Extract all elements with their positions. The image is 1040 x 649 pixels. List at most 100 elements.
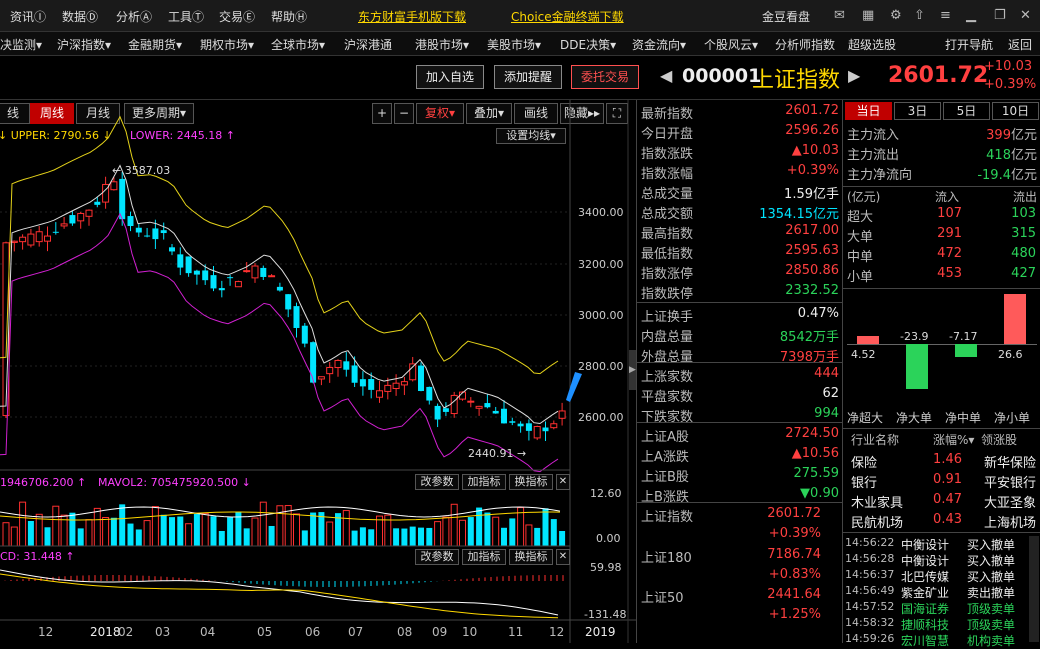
nav-back[interactable]: 返回 bbox=[1008, 38, 1033, 52]
macd-param-button[interactable]: 改参数 bbox=[415, 549, 459, 565]
industry-header[interactable]: 领涨股 bbox=[981, 433, 1018, 447]
menu-analysis[interactable]: 分析Ⓐ bbox=[116, 10, 153, 24]
collapse-side-icon[interactable]: ▶ bbox=[629, 350, 636, 390]
flow-size-label: 中单 bbox=[847, 250, 874, 265]
macd-add-indicator-button[interactable]: 加指标 bbox=[462, 549, 506, 565]
industry-name[interactable]: 民航机场 bbox=[851, 516, 904, 531]
industry-lead-stock[interactable]: 平安银行 bbox=[983, 476, 1036, 491]
vol-add-indicator-button[interactable]: 加指标 bbox=[462, 474, 506, 490]
menu-help[interactable]: 帮助Ⓗ bbox=[271, 10, 308, 24]
index-row[interactable]: +0.39% bbox=[641, 525, 839, 545]
industry-header[interactable]: 行业名称 bbox=[851, 433, 900, 447]
nav-us-market[interactable]: 美股市场▾ bbox=[487, 38, 542, 52]
nav-fin-futures[interactable]: 金融期货▾ bbox=[128, 38, 183, 52]
grid-icon[interactable]: ▦ bbox=[862, 8, 875, 23]
prev-arrow-icon[interactable]: ◀ bbox=[660, 66, 673, 85]
add-watchlist-button[interactable]: 加入自选 bbox=[416, 65, 484, 89]
quote-value: 62 bbox=[822, 386, 839, 401]
next-arrow-icon[interactable]: ▶ bbox=[848, 66, 861, 85]
industry-lead-stock[interactable]: 上海机场 bbox=[983, 516, 1036, 531]
nav-hk-connect[interactable]: 沪深港通 bbox=[344, 38, 393, 52]
vol-param-button[interactable]: 改参数 bbox=[415, 474, 459, 490]
tick-stock[interactable]: 中衡设计 bbox=[901, 554, 950, 568]
menu-news[interactable]: 资讯Ⓘ bbox=[10, 10, 47, 24]
menu-icon[interactable]: ≡ bbox=[940, 8, 951, 23]
nav-sh-sz-index[interactable]: 沪深指数▾ bbox=[57, 38, 112, 52]
flow-tab[interactable]: 3日 bbox=[894, 102, 941, 120]
ticks-scrollbar[interactable] bbox=[1029, 536, 1039, 642]
index-row[interactable]: 上证50 2441.64 bbox=[641, 586, 839, 606]
more-periods-dropdown[interactable]: 更多周期▾ bbox=[124, 103, 194, 124]
quote-row: 指数涨跌 ▲10.03 bbox=[641, 142, 839, 162]
nav-global[interactable]: 全球市场▾ bbox=[271, 38, 326, 52]
vol-switch-indicator-button[interactable]: 换指标 bbox=[509, 474, 553, 490]
quote-value: 1.59亿手 bbox=[784, 187, 839, 202]
trade-button[interactable]: 委托交易 bbox=[571, 65, 639, 89]
brand-label[interactable]: 金豆看盘 bbox=[762, 10, 811, 24]
menu-trade[interactable]: 交易Ⓔ bbox=[219, 10, 256, 24]
period-tab-day[interactable]: 线 bbox=[0, 103, 30, 124]
flow-tab[interactable]: 10日 bbox=[992, 102, 1039, 120]
nav-options[interactable]: 期权市场▾ bbox=[200, 38, 255, 52]
index-row[interactable]: 上证指数 2601.72 bbox=[641, 505, 839, 525]
hide-panel-button[interactable]: 隐藏▸▸ bbox=[560, 103, 604, 124]
period-tab-month[interactable]: 月线 bbox=[76, 103, 120, 124]
nav-monitor[interactable]: 决监测▾ bbox=[0, 38, 43, 52]
nav-stock-picker[interactable]: 超级选股 bbox=[848, 38, 897, 52]
tick-stock[interactable]: 国海证券 bbox=[901, 602, 950, 616]
zoom-in-button[interactable]: + bbox=[372, 103, 392, 124]
industry-header[interactable]: 涨幅%▾ bbox=[933, 433, 975, 447]
nav-hk-market[interactable]: 港股市场▾ bbox=[415, 38, 470, 52]
flow-value: -19.4亿元 bbox=[977, 168, 1037, 183]
tick-time: 14:56:22 bbox=[845, 536, 895, 549]
index-row[interactable]: +0.83% bbox=[641, 566, 839, 586]
tick-stock[interactable]: 捷顺科技 bbox=[901, 618, 950, 632]
index-row[interactable]: +1.25% bbox=[641, 606, 839, 626]
draw-line-button[interactable]: 画线 bbox=[514, 103, 558, 124]
upload-icon[interactable]: ⇧ bbox=[914, 8, 925, 23]
nav-stock-risk[interactable]: 个股风云▾ bbox=[704, 38, 759, 52]
industry-name[interactable]: 银行 bbox=[851, 476, 878, 491]
macd-switch-indicator-button[interactable]: 换指标 bbox=[509, 549, 553, 565]
add-alert-button[interactable]: 添加提醒 bbox=[494, 65, 562, 89]
tick-stock[interactable]: 中衡设计 bbox=[901, 538, 950, 552]
quote-row: 下跌家数 994 bbox=[641, 405, 839, 425]
quote-value: ▲10.56 bbox=[791, 446, 839, 461]
minimize-icon[interactable]: ▁ bbox=[966, 8, 976, 23]
flow-tab[interactable]: 5日 bbox=[943, 102, 990, 120]
menu-data[interactable]: 数据Ⓓ bbox=[62, 10, 99, 24]
industry-lead-stock[interactable]: 大亚圣象 bbox=[983, 496, 1036, 511]
mail-icon[interactable]: ✉ bbox=[834, 8, 845, 23]
period-tab-week[interactable]: 周线 bbox=[30, 103, 74, 124]
industry-lead-stock[interactable]: 新华保险 bbox=[983, 456, 1036, 471]
vol-close-icon[interactable]: ✕ bbox=[556, 474, 570, 490]
maximize-icon[interactable]: ❐ bbox=[994, 8, 1006, 23]
tick-stock[interactable]: 北巴传媒 bbox=[901, 570, 950, 584]
quote-value: 7398万手 bbox=[779, 350, 839, 365]
nav-open-nav[interactable]: 打开导航 bbox=[945, 38, 994, 52]
menu-tools[interactable]: 工具Ⓣ bbox=[168, 10, 205, 24]
tick-stock[interactable]: 紫金矿业 bbox=[901, 586, 950, 600]
x-tick: 07 bbox=[348, 625, 364, 639]
macd-close-icon[interactable]: ✕ bbox=[556, 549, 570, 565]
nav-dde[interactable]: DDE决策▾ bbox=[560, 38, 617, 52]
zoom-out-button[interactable]: − bbox=[394, 103, 414, 124]
tick-stock[interactable]: 宏川智慧 bbox=[901, 634, 950, 648]
vol-label-1: 1946706.200 ↑ bbox=[0, 476, 87, 489]
settings-icon[interactable]: ⚙ bbox=[890, 8, 902, 23]
adjust-dropdown[interactable]: 复权▾ bbox=[416, 103, 464, 124]
quote-label: 上B涨跌 bbox=[641, 490, 689, 505]
mobile-download-link[interactable]: 东方财富手机版下载 bbox=[358, 10, 467, 24]
industry-name[interactable]: 木业家具 bbox=[851, 496, 904, 511]
quote-row: 上A涨跌 ▲10.56 bbox=[641, 445, 839, 465]
nav-fund-flow[interactable]: 资金流向▾ bbox=[632, 38, 687, 52]
overlay-dropdown[interactable]: 叠加▾ bbox=[466, 103, 512, 124]
flow-tab[interactable]: 当日 bbox=[845, 102, 892, 120]
choice-download-link[interactable]: Choice金融终端下载 bbox=[511, 10, 624, 24]
nav-analyst-index[interactable]: 分析师指数 bbox=[775, 38, 836, 52]
index-row[interactable]: 上证180 7186.74 bbox=[641, 546, 839, 566]
ma-settings-button[interactable]: 设置均线▾ bbox=[496, 128, 566, 144]
industry-name[interactable]: 保险 bbox=[851, 456, 878, 471]
close-icon[interactable]: ✕ bbox=[1020, 8, 1031, 23]
industry-pct: 0.43 bbox=[933, 512, 962, 527]
